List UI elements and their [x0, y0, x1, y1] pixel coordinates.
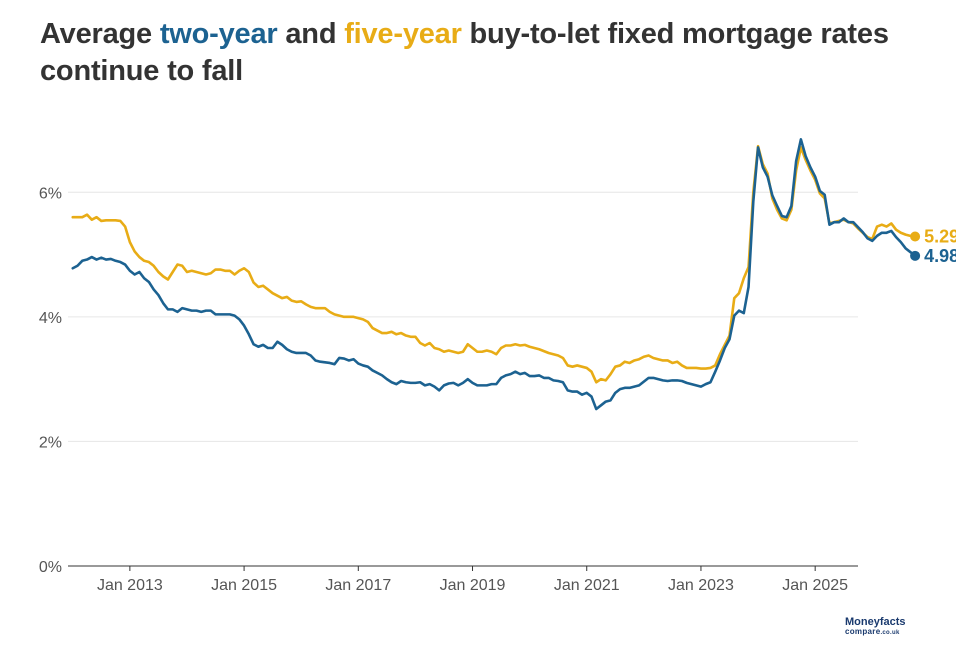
moneyfacts-logo: Moneyfacts compare.co.uk [845, 617, 925, 638]
gridlines [68, 191, 858, 442]
x-tick-label: Jan 2023 [668, 577, 734, 594]
chart-title: Average two-year and five-year buy-to-le… [40, 16, 920, 90]
logo-line-2-suffix: .co.uk [880, 630, 900, 636]
y-tick-label: 6% [39, 185, 62, 202]
x-tick-label: Jan 2021 [554, 577, 620, 594]
title-two-year: two-year [159, 18, 278, 50]
logo-line-1: Moneyfacts [845, 616, 906, 628]
title-part-2: and [277, 18, 345, 50]
end-labels: 5.29%4.98% [910, 227, 956, 266]
series-line-five_year [71, 144, 917, 384]
title-five-year: five-year [344, 18, 462, 50]
x-tick-label: Jan 2015 [211, 577, 277, 594]
logo-line-2: compare.co.uk [845, 627, 925, 638]
x-tick-label: Jan 2019 [440, 577, 506, 594]
y-tick-label: 4% [39, 310, 62, 327]
y-axis: 0% 2% 4% 6% [39, 185, 62, 576]
y-tick-label: 2% [39, 434, 62, 451]
end-label-five_year: 5.29% [924, 227, 956, 247]
title-part-3: buy-to-let fixed mortgage rates continue… [40, 18, 889, 87]
end-point-two_year [910, 250, 921, 261]
title-part-1: Average [40, 18, 160, 50]
end-label-two_year: 4.98% [924, 246, 956, 266]
x-axis: Jan 2013 Jan 2015 Jan 2017 Jan 2019 Jan 2021… [68, 565, 858, 594]
y-tick-label: 0% [39, 559, 62, 576]
series-line-two_year [71, 138, 917, 411]
end-point-five_year [910, 231, 921, 242]
x-tick-label: Jan 2025 [782, 577, 848, 594]
x-tick-label: Jan 2017 [325, 577, 391, 594]
x-tick-label: Jan 2013 [97, 577, 163, 594]
logo-line-2-main: compare [845, 627, 881, 636]
series-lines [71, 138, 917, 411]
